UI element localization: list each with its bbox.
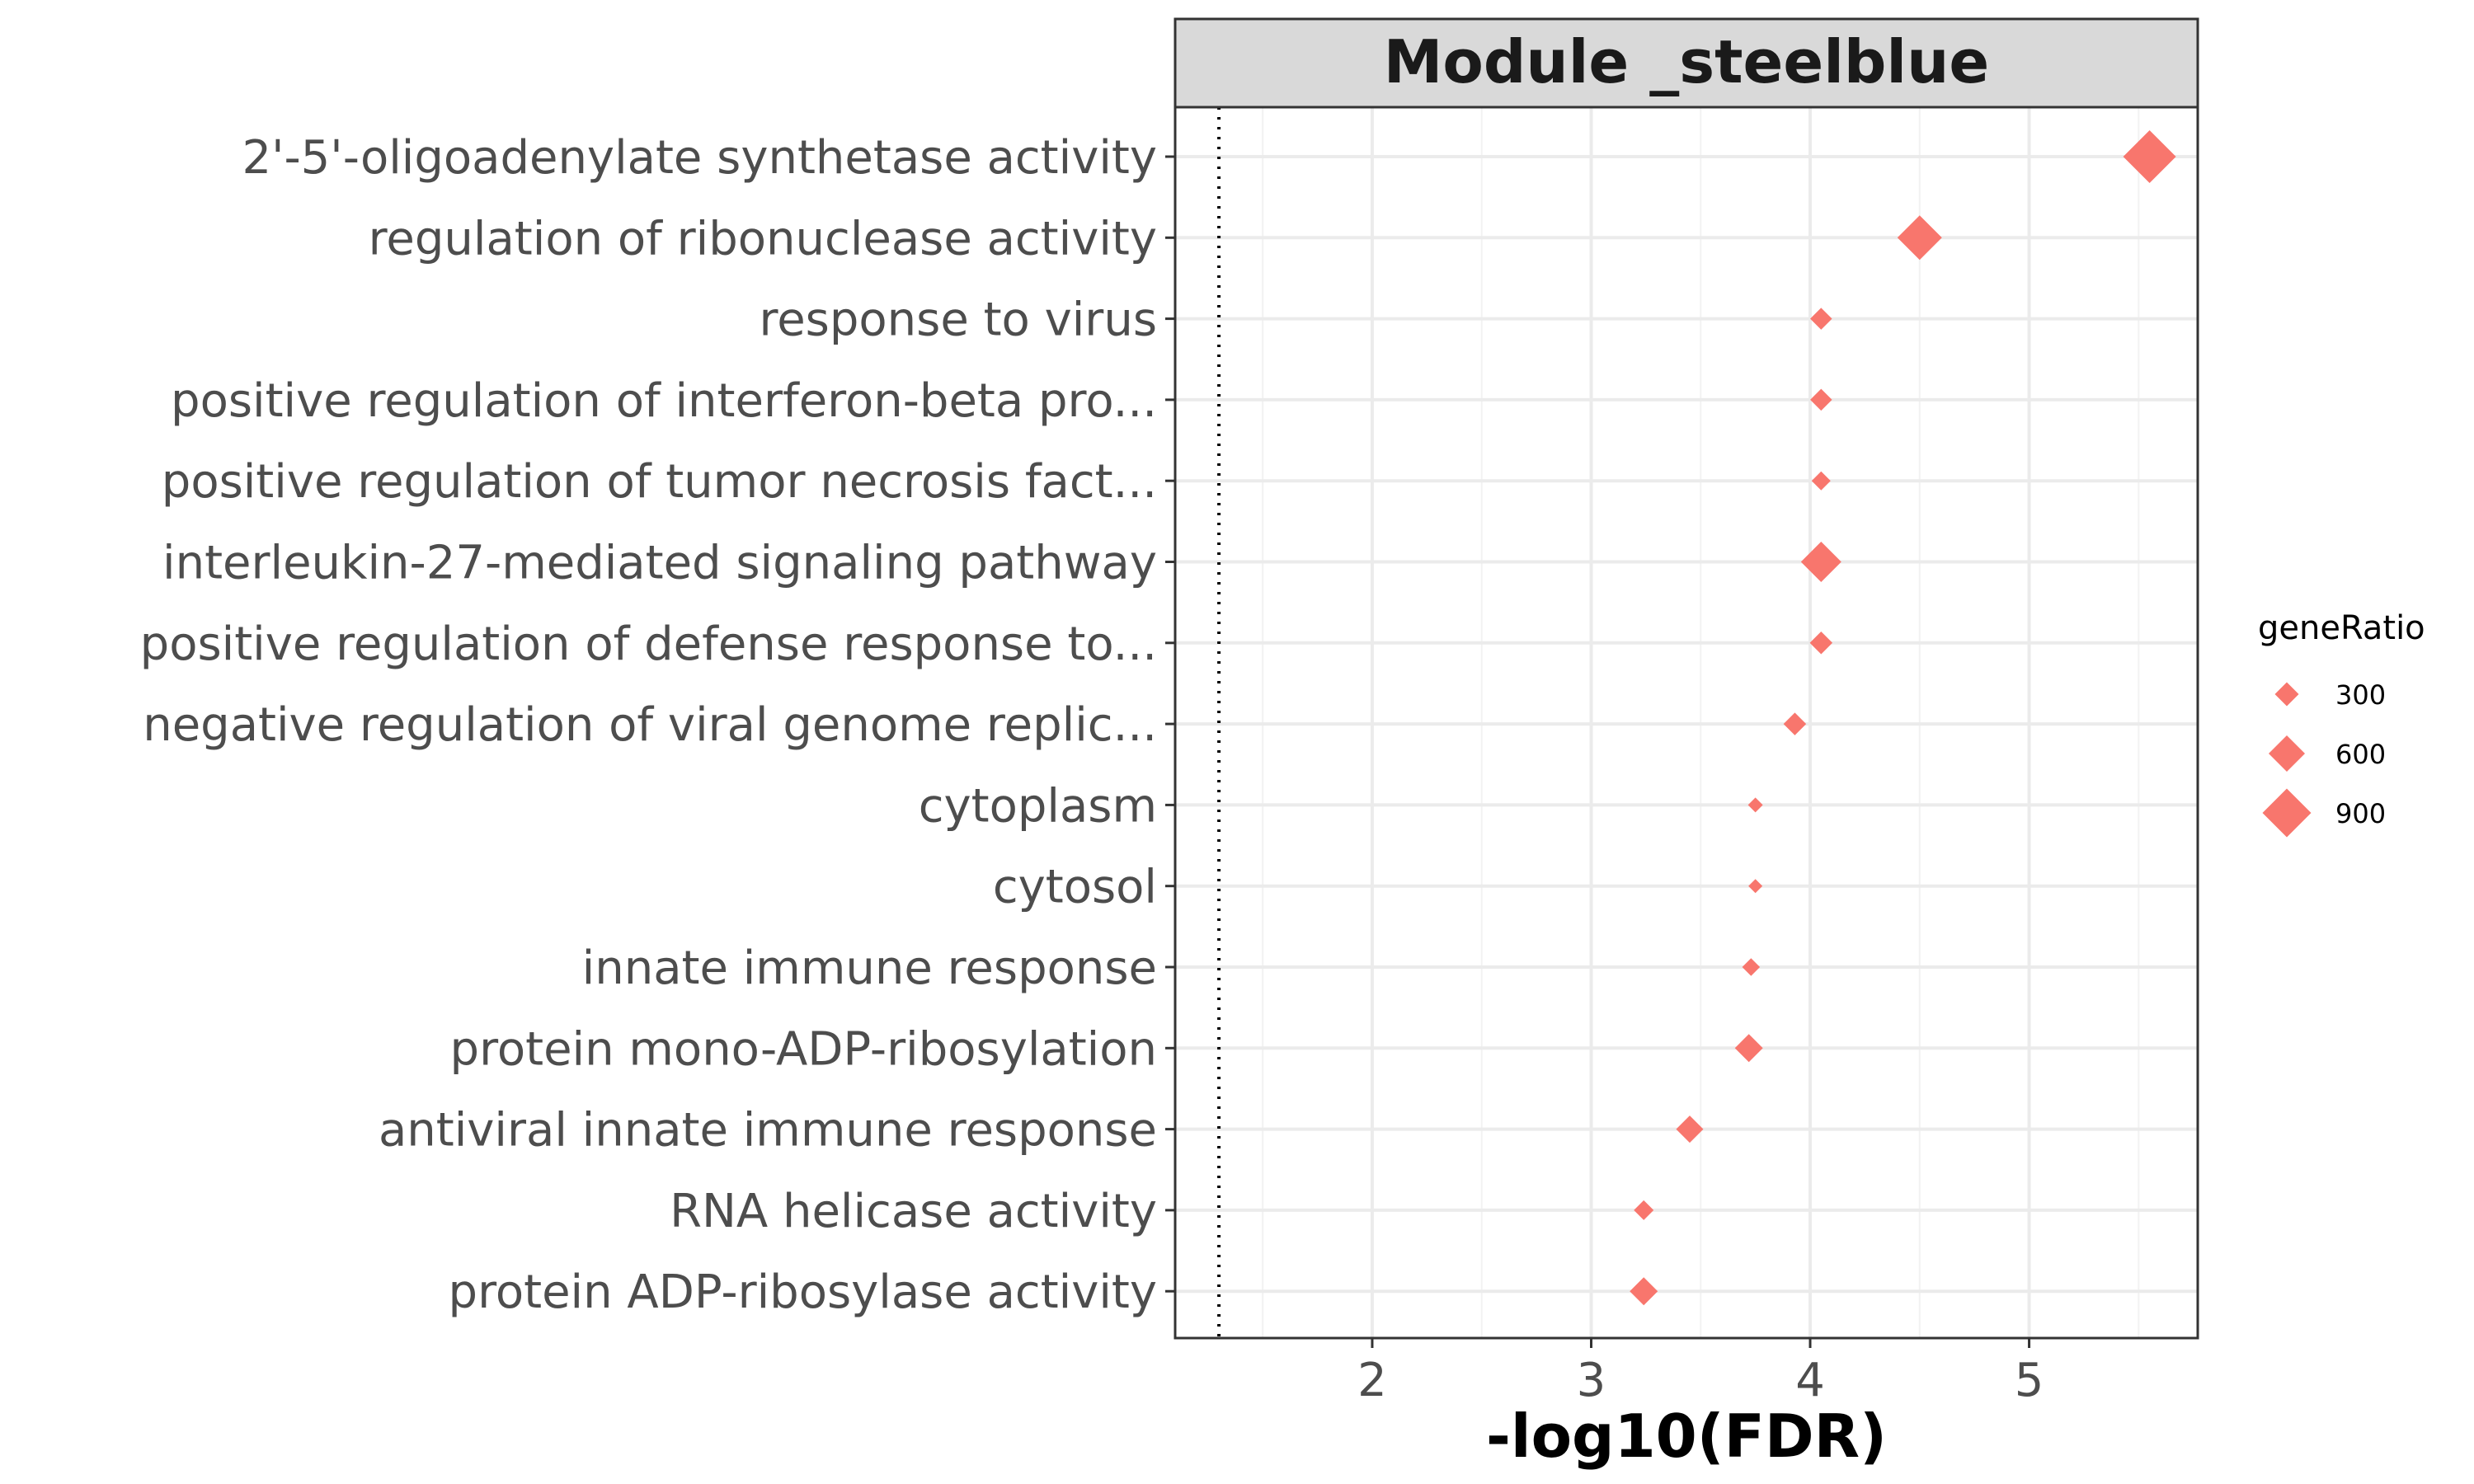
legend-label: 600 xyxy=(2335,739,2386,770)
data-point-7 xyxy=(1809,632,1833,655)
y-tick-label: antiviral innate immune response xyxy=(379,1104,1157,1158)
data-point-2 xyxy=(1897,215,1942,261)
data-point-4 xyxy=(1810,388,1832,411)
y-tick-label: positive regulation of tumor necrosis fa… xyxy=(162,455,1157,509)
legend-key-900 xyxy=(2262,788,2312,838)
plot-panel-border xyxy=(1174,106,2199,1340)
legend-title: geneRatio xyxy=(2258,609,2425,647)
legend-label: 900 xyxy=(2335,798,2386,829)
data-points xyxy=(1630,130,2176,1306)
data-point-6 xyxy=(1800,542,1841,582)
x-tick-label: 3 xyxy=(1577,1354,1606,1407)
data-point-1 xyxy=(2123,130,2176,183)
data-point-9 xyxy=(1747,797,1763,813)
y-axis: 2'-5'-oligoadenylate synthetase activity… xyxy=(140,131,1175,1319)
y-tick-label: cytoplasm xyxy=(919,779,1157,833)
y-tick-label: regulation of ribonuclease activity xyxy=(369,212,1157,265)
data-point-8 xyxy=(1783,712,1807,735)
data-point-11 xyxy=(1742,958,1761,976)
data-point-15 xyxy=(1630,1277,1658,1306)
data-point-10 xyxy=(1748,879,1763,894)
data-point-12 xyxy=(1734,1034,1763,1063)
facet-label: Module _steelblue xyxy=(1384,27,1989,96)
x-tick-label: 5 xyxy=(2015,1354,2044,1407)
data-point-13 xyxy=(1676,1115,1704,1144)
y-tick-label: protein ADP-ribosylase activity xyxy=(449,1266,1157,1319)
legend-key-300 xyxy=(2274,682,2299,707)
x-tick-label: 2 xyxy=(1357,1354,1387,1407)
y-tick-label: innate immune response xyxy=(582,942,1157,995)
x-tick-label: 4 xyxy=(1795,1354,1825,1407)
x-axis: 2 3 4 5 xyxy=(1357,1338,2044,1407)
y-tick-label: interleukin-27-mediated signaling pathwa… xyxy=(162,537,1157,590)
x-axis-title: -log10(FDR) xyxy=(1486,1402,1887,1471)
y-tick-label: protein mono-ADP-ribosylation xyxy=(450,1022,1157,1076)
y-tick-label: negative regulation of viral genome repl… xyxy=(143,698,1157,752)
y-tick-label: positive regulation of interferon-beta p… xyxy=(171,374,1157,428)
data-point-3 xyxy=(1810,308,1832,330)
data-point-14 xyxy=(1634,1200,1654,1220)
y-tick-label: positive regulation of defense response … xyxy=(140,618,1157,671)
facet-strip xyxy=(1174,17,2199,109)
y-tick-label: RNA helicase activity xyxy=(670,1185,1157,1238)
y-tick-label: cytosol xyxy=(993,861,1157,914)
y-tick-label: 2'-5'-oligoadenylate synthetase activity xyxy=(242,131,1157,185)
data-point-5 xyxy=(1811,471,1831,491)
legend-label: 300 xyxy=(2335,679,2386,711)
legend: geneRatio 300 600 900 xyxy=(2258,609,2425,838)
legend-key-600 xyxy=(2269,735,2305,772)
y-tick-label: response to virus xyxy=(759,294,1157,347)
